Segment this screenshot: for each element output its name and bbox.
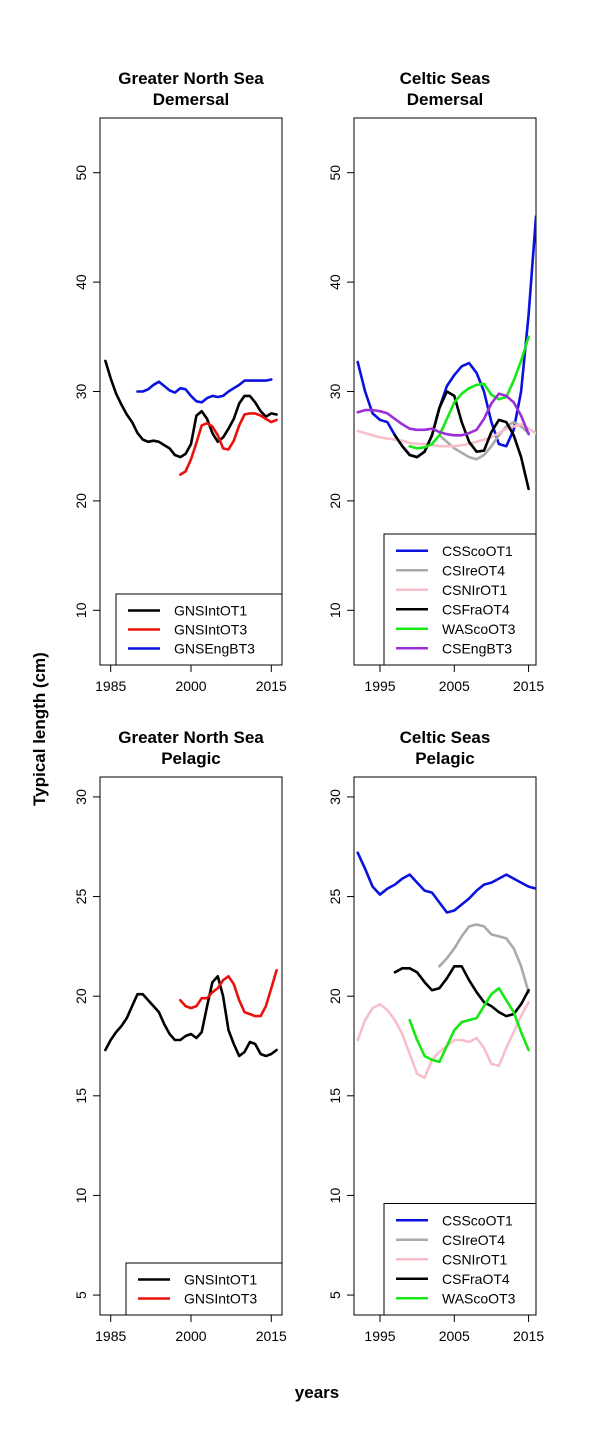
y-tick-label: 15 (327, 1088, 343, 1104)
y-tick-label: 50 (73, 165, 89, 181)
legend-label: GNSIntOT3 (184, 1291, 257, 1307)
legend-box (383, 533, 537, 666)
y-tick-label: 5 (327, 1291, 343, 1299)
panel-title-line-2: Pelagic (161, 749, 221, 768)
y-tick-label: 20 (327, 988, 343, 1004)
legend: CSScoOT1 CSIreOT4 CSNIrOT1 CSFraOT4 WAScoOT3… (383, 533, 537, 666)
legend-label: CSScoOT1 (442, 543, 513, 559)
panel-title-line-2: Demersal (407, 90, 484, 109)
legend-label: WAScoOT3 (442, 621, 516, 637)
series-line-csireot4 (438, 420, 530, 461)
y-tick-label: 25 (73, 889, 89, 905)
legend-label: CSEngBT3 (442, 640, 512, 656)
series-line-csscoot1 (356, 215, 536, 459)
series-line-csireot4 (438, 923, 530, 994)
panel-title-line-1: Celtic Seas (400, 69, 491, 88)
y-tick-label: 10 (73, 602, 89, 618)
y-tick-label: 30 (73, 789, 89, 805)
y-tick-label: 40 (327, 274, 343, 290)
series-line-wascoot3 (408, 335, 530, 450)
x-tick-label: 2000 (175, 1328, 206, 1344)
x-axis-label: years (295, 1383, 339, 1402)
panels: Greater North Sea Demersal 10 20 30 40 50 1985 2… (73, 69, 544, 1344)
series-line-csengbt3 (356, 392, 530, 437)
y-tick-label: 30 (327, 789, 343, 805)
y-tick-label: 50 (327, 165, 343, 181)
x-tick-label: 2015 (256, 678, 287, 694)
legend-label: CSIreOT4 (442, 562, 505, 578)
panel-3: Greater North Sea Pelagic 5 10 15 20 25 30 1985 2… (73, 728, 287, 1344)
series-line-gnsintot3 (179, 968, 278, 1018)
legend-label: GNSIntOT1 (184, 1272, 257, 1288)
y-axis-label: Typical length (cm) (30, 652, 49, 806)
series-line-csfraot4 (393, 390, 530, 491)
panel-title-line-1: Celtic Seas (400, 728, 491, 747)
plot-frame (99, 117, 283, 666)
x-tick-label: 2015 (513, 1328, 544, 1344)
legend-label: CSNIrOT1 (442, 582, 508, 598)
x-tick-label: 2015 (256, 1328, 287, 1344)
x-tick-label: 2000 (175, 678, 206, 694)
panel-title-line-2: Demersal (153, 90, 230, 109)
y-tick-label: 15 (73, 1088, 89, 1104)
legend-label: CSScoOT1 (442, 1212, 513, 1228)
x-tick-label: 2005 (439, 678, 470, 694)
series-line-csfraot4 (393, 964, 530, 1018)
legend-box (115, 593, 283, 666)
series-line-gnsintot1 (104, 359, 278, 459)
panel-2: Celtic Seas Demersal 10 20 30 40 50 1995 2005 201… (327, 69, 544, 694)
panel-title-line-1: Greater North Sea (118, 728, 264, 747)
series-line-gnsintot1 (104, 974, 278, 1058)
legend: GNSIntOT1 GNSIntOT3 (125, 1262, 283, 1316)
x-tick-label: 1995 (364, 1328, 395, 1344)
series-line-gnsintot3 (179, 412, 278, 476)
x-tick-label: 1985 (95, 678, 126, 694)
legend-label: GNSIntOT1 (174, 603, 247, 619)
series-line-gnsengbt3 (136, 378, 273, 404)
plot-frame (99, 776, 283, 1316)
y-tick-label: 20 (73, 988, 89, 1004)
legend-label: CSFraOT4 (442, 1271, 510, 1287)
y-tick-label: 10 (327, 1187, 343, 1203)
series-line-csnirot1 (356, 422, 536, 448)
y-tick-label: 40 (73, 274, 89, 290)
panel-1: Greater North Sea Demersal 10 20 30 40 50 1985 2… (73, 69, 287, 694)
series-line-csscoot1 (356, 851, 536, 914)
x-tick-label: 2015 (513, 678, 544, 694)
legend: CSScoOT1 CSIreOT4 CSNIrOT1 CSFraOT4 WAScoOT3 (383, 1203, 537, 1316)
y-tick-label: 20 (327, 493, 343, 509)
x-tick-label: 1985 (95, 1328, 126, 1344)
legend-box (125, 1262, 283, 1316)
x-tick-label: 2005 (439, 1328, 470, 1344)
y-tick-label: 30 (73, 384, 89, 400)
y-tick-label: 10 (327, 602, 343, 618)
legend-label: CSNIrOT1 (442, 1251, 508, 1267)
legend-label: WAScoOT3 (442, 1290, 516, 1306)
legend-label: CSIreOT4 (442, 1232, 505, 1248)
y-tick-label: 30 (327, 384, 343, 400)
legend-label: GNSEngBT3 (174, 641, 255, 657)
series-line-csnirot1 (356, 1000, 530, 1080)
y-tick-label: 5 (73, 1291, 89, 1299)
legend-label: GNSIntOT3 (174, 622, 247, 638)
panel-title-line-2: Pelagic (415, 749, 475, 768)
panel-4: Celtic Seas Pelagic 5 10 15 20 25 30 1995 2005 201… (327, 728, 544, 1344)
series-line-wascoot3 (408, 986, 530, 1064)
panel-title-line-1: Greater North Sea (118, 69, 264, 88)
legend: GNSIntOT1 GNSIntOT3 GNSEngBT3 (115, 593, 283, 666)
legend-label: CSFraOT4 (442, 601, 510, 617)
x-tick-label: 1995 (364, 678, 395, 694)
y-tick-label: 25 (327, 889, 343, 905)
y-tick-label: 20 (73, 493, 89, 509)
y-tick-label: 10 (73, 1187, 89, 1203)
